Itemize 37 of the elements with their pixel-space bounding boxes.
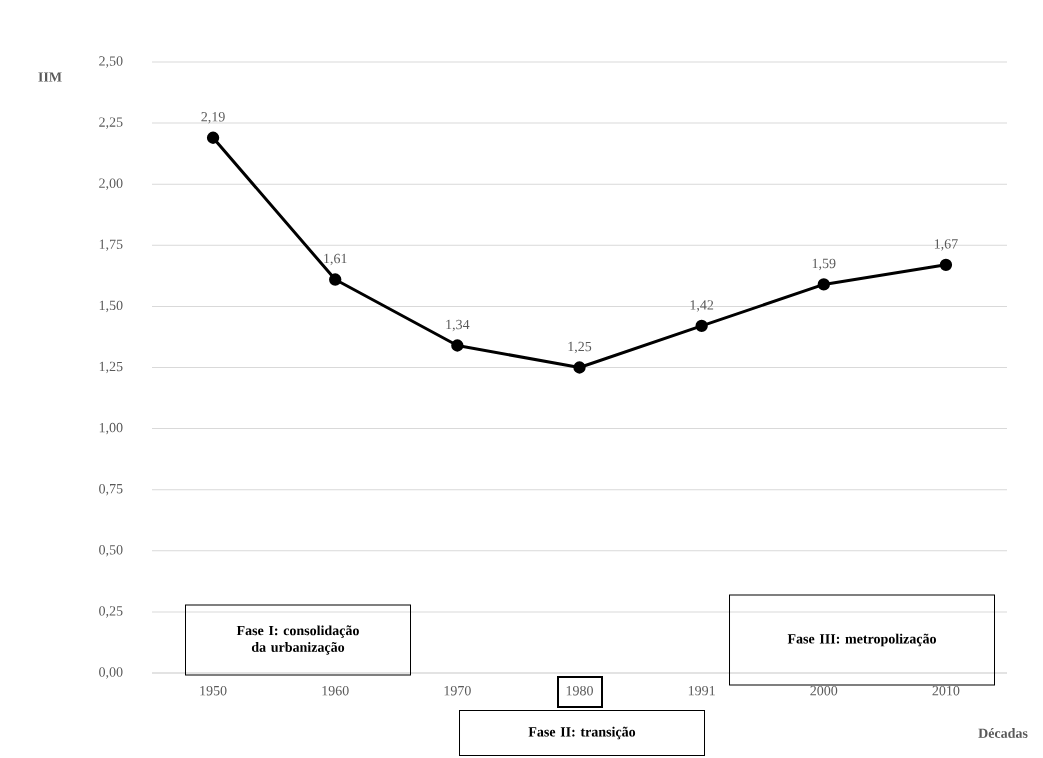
y-tick-label: 0,25: [99, 606, 123, 618]
point: [573, 361, 586, 374]
y-tick-label: 1,75: [99, 239, 123, 251]
x-tick-label: 1991: [688, 685, 715, 696]
text: Fase II: transição: [528, 726, 636, 740]
y-tick-label: 0,75: [99, 483, 123, 496]
x-tick-label: 2000: [810, 685, 838, 696]
data-label: 1,61: [324, 253, 347, 266]
data-label: 1,34: [446, 319, 470, 332]
x-tick-label: 1970: [444, 685, 471, 696]
data-label: 1,59: [812, 258, 836, 271]
point: [329, 273, 342, 286]
data-label: 1,25: [568, 341, 592, 354]
x-tick-label: 1980: [566, 685, 593, 696]
data-label: 1,42: [690, 300, 714, 312]
y-tick-label: 0,50: [99, 545, 123, 557]
x-tick-label: 2010: [932, 685, 960, 696]
y-tick-label: 0,00: [99, 667, 123, 679]
x-tick-label: 1960: [322, 685, 349, 696]
data-label: 2,19: [201, 112, 225, 124]
y-tick-label: 2,25: [99, 117, 123, 129]
x-axis-title: Décadas: [978, 728, 1028, 738]
point: [695, 319, 708, 333]
y-tick-label: 2,50: [99, 56, 123, 68]
point: [451, 339, 464, 352]
x-tick-label: 1950: [200, 685, 227, 696]
point: [939, 258, 953, 272]
annotation: Fase I: consolidação da urbanização: [236, 625, 359, 655]
y-tick-label: 1,50: [99, 300, 123, 313]
y-tick-label: 1,00: [99, 422, 123, 435]
point: [817, 278, 830, 291]
data-label: 1,67: [934, 239, 958, 251]
annotation: Fase III: metropolização: [787, 633, 936, 647]
point: [206, 131, 220, 144]
y-tick-label: 1,25: [99, 361, 123, 374]
y-tick-label: 2,00: [99, 178, 123, 190]
y-axis-title: IIM: [38, 72, 62, 82]
